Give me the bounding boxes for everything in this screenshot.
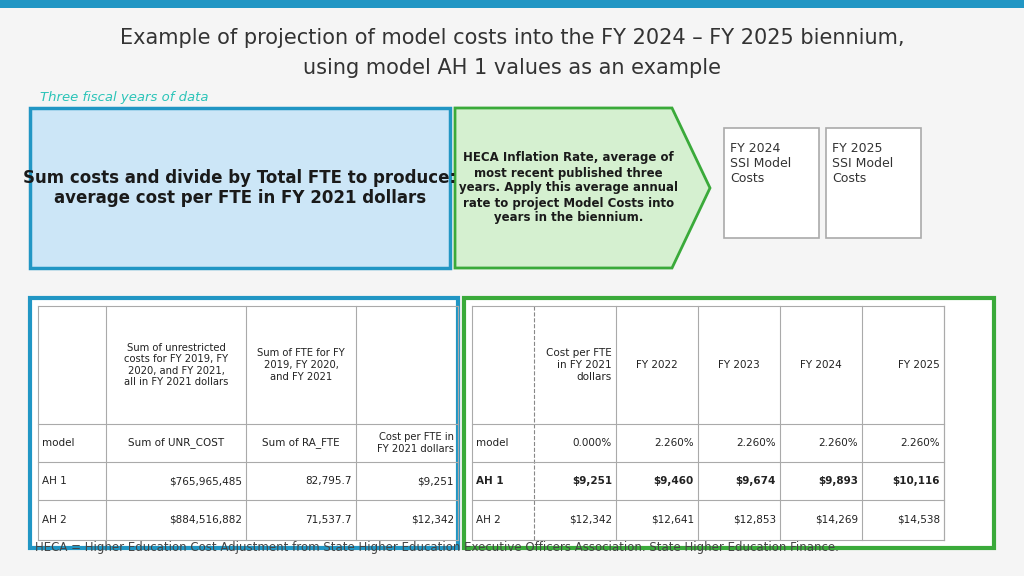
Text: AH 2: AH 2 xyxy=(476,515,501,525)
Text: $14,538: $14,538 xyxy=(897,515,940,525)
Bar xyxy=(724,128,819,238)
Text: AH 1: AH 1 xyxy=(42,476,67,486)
Text: model: model xyxy=(476,438,509,448)
Text: $9,251: $9,251 xyxy=(418,476,454,486)
Text: AH 2: AH 2 xyxy=(42,515,67,525)
Text: 0.000%: 0.000% xyxy=(572,438,612,448)
Text: $14,269: $14,269 xyxy=(815,515,858,525)
Text: HECA Inflation Rate, average of
most recent published three
years. Apply this av: HECA Inflation Rate, average of most rec… xyxy=(459,151,678,225)
Bar xyxy=(30,108,450,268)
Bar xyxy=(30,298,458,548)
Text: $765,965,485: $765,965,485 xyxy=(169,476,242,486)
Text: 2.260%: 2.260% xyxy=(736,438,776,448)
Text: 71,537.7: 71,537.7 xyxy=(305,515,352,525)
Text: Sum of unrestricted
costs for FY 2019, FY
2020, and FY 2021,
all in FY 2021 doll: Sum of unrestricted costs for FY 2019, F… xyxy=(124,343,228,388)
Text: 2.260%: 2.260% xyxy=(900,438,940,448)
Text: Cost per FTE
in FY 2021
dollars: Cost per FTE in FY 2021 dollars xyxy=(546,348,612,382)
Text: Sum costs and divide by Total FTE to produce:
average cost per FTE in FY 2021 do: Sum costs and divide by Total FTE to pro… xyxy=(24,169,457,207)
Text: Cost per FTE in
FY 2021 dollars: Cost per FTE in FY 2021 dollars xyxy=(377,432,454,454)
Text: $10,116: $10,116 xyxy=(893,476,940,486)
Text: $9,251: $9,251 xyxy=(571,476,612,486)
Text: HECA = Higher Education Cost Adjustment from State Higher Education Executive Of: HECA = Higher Education Cost Adjustment … xyxy=(35,541,839,555)
Bar xyxy=(464,298,994,548)
Text: using model AH 1 values as an example: using model AH 1 values as an example xyxy=(303,58,721,78)
Bar xyxy=(0,0,1024,8)
Text: $9,460: $9,460 xyxy=(653,476,694,486)
Text: $12,641: $12,641 xyxy=(651,515,694,525)
Text: FY 2024: FY 2024 xyxy=(800,360,842,370)
Text: model: model xyxy=(42,438,75,448)
Text: AH 1: AH 1 xyxy=(476,476,504,486)
Text: 2.260%: 2.260% xyxy=(818,438,858,448)
Text: Sum of UNR_COST: Sum of UNR_COST xyxy=(128,438,224,449)
Text: FY 2022: FY 2022 xyxy=(636,360,678,370)
Text: $9,674: $9,674 xyxy=(735,476,776,486)
Text: $12,342: $12,342 xyxy=(411,515,454,525)
Text: Sum of FTE for FY
2019, FY 2020,
and FY 2021: Sum of FTE for FY 2019, FY 2020, and FY … xyxy=(257,348,345,382)
Text: 2.260%: 2.260% xyxy=(654,438,694,448)
Text: 82,795.7: 82,795.7 xyxy=(305,476,352,486)
Text: FY 2025: FY 2025 xyxy=(898,360,940,370)
Text: $12,853: $12,853 xyxy=(733,515,776,525)
Text: FY 2025
SSI Model
Costs: FY 2025 SSI Model Costs xyxy=(831,142,893,185)
Text: Three fiscal years of data: Three fiscal years of data xyxy=(40,90,209,104)
Polygon shape xyxy=(455,108,710,268)
Text: FY 2023: FY 2023 xyxy=(718,360,760,370)
Text: $9,893: $9,893 xyxy=(818,476,858,486)
Text: Sum of RA_FTE: Sum of RA_FTE xyxy=(262,438,340,449)
Text: $884,516,882: $884,516,882 xyxy=(169,515,242,525)
Bar xyxy=(826,128,921,238)
Text: FY 2024
SSI Model
Costs: FY 2024 SSI Model Costs xyxy=(730,142,792,185)
Text: Example of projection of model costs into the FY 2024 – FY 2025 biennium,: Example of projection of model costs int… xyxy=(120,28,904,48)
Text: $12,342: $12,342 xyxy=(569,515,612,525)
